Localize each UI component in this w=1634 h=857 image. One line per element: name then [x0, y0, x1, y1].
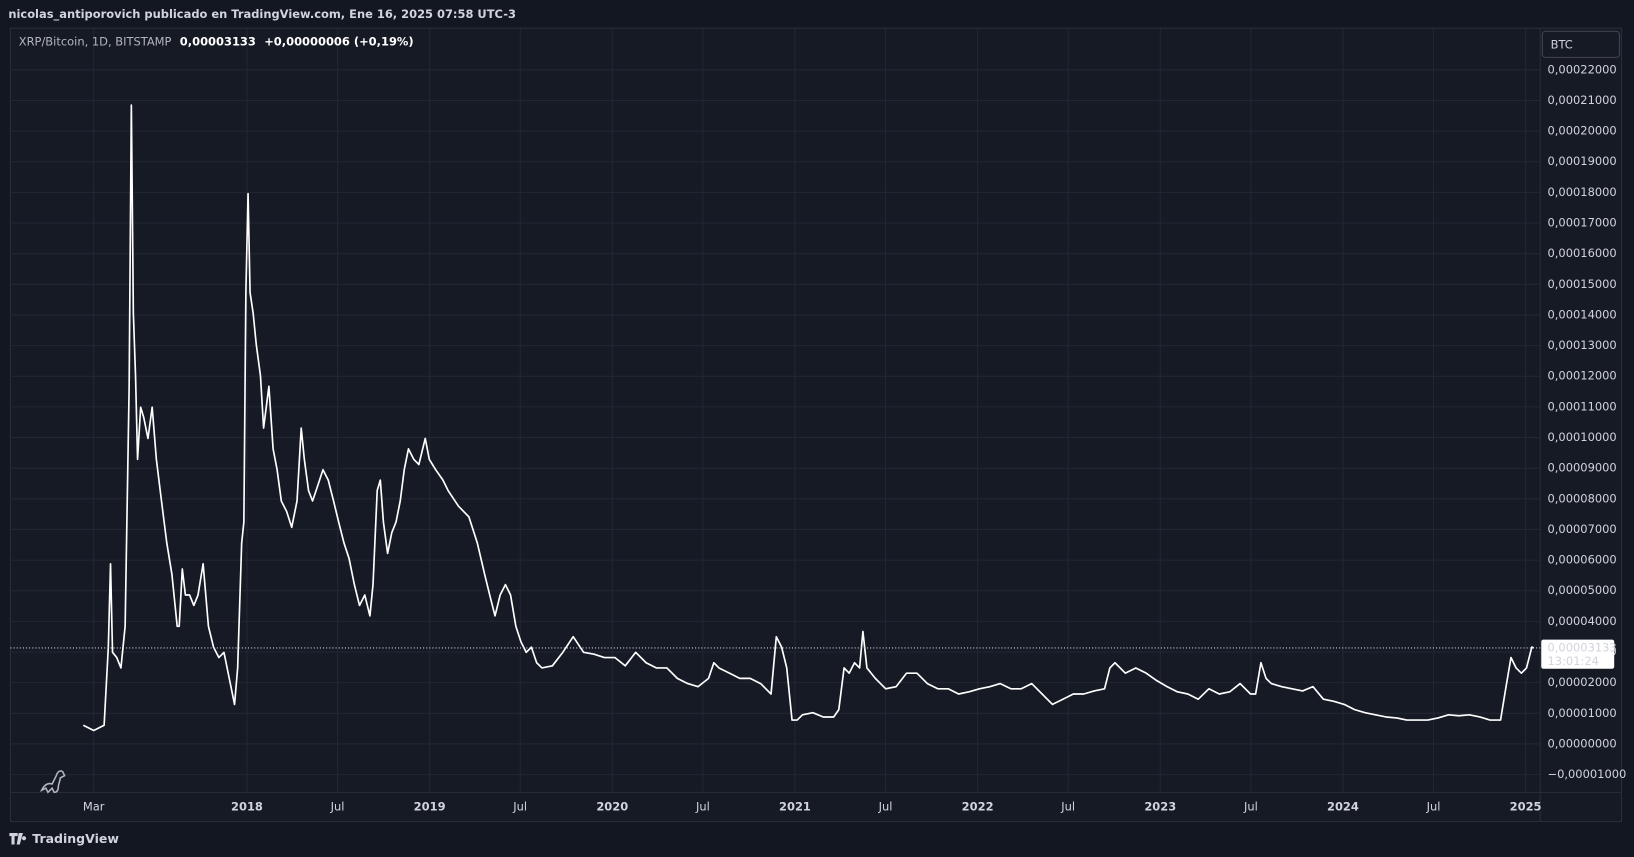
y-tick-label: 0,00016000	[1548, 246, 1617, 260]
y-tick-label: 0,00002000	[1548, 675, 1617, 689]
y-tick-label: 0,00022000	[1548, 62, 1617, 76]
y-tick-label: 0,00012000	[1548, 369, 1617, 383]
x-tick-label: 2024	[1327, 799, 1359, 813]
x-tick-label: Jul	[512, 799, 527, 813]
currency-button[interactable]	[1541, 30, 1620, 58]
y-tick-label: 0,00013000	[1548, 338, 1617, 352]
y-tick-label: 0,00009000	[1548, 461, 1617, 475]
y-tick-label: 0,00014000	[1548, 307, 1617, 321]
x-tick-label: Jul	[695, 799, 710, 813]
x-tick-label: 2020	[596, 799, 628, 813]
y-tick-label: 0,00001000	[1548, 706, 1617, 720]
x-tick-label: Jul	[1426, 799, 1441, 813]
brand-logo	[9, 833, 27, 845]
legend: XRP/Bitcoin, 1D, BITSTAMP 0,00003133 +0,00…	[19, 34, 414, 48]
countdown-label: 13:01:24	[1548, 654, 1599, 668]
x-tick-label: Jul	[330, 799, 345, 813]
x-tick-label: 2022	[962, 799, 994, 813]
y-tick-label: 0,00018000	[1548, 185, 1617, 199]
x-tick-label: Mar	[83, 799, 105, 813]
x-tick-label: 2019	[414, 799, 446, 813]
chart-panel	[9, 27, 1623, 823]
y-tick-label: 0,00004000	[1548, 614, 1617, 628]
y-tick-label: 0,00011000	[1548, 399, 1617, 413]
dino-icon	[39, 770, 66, 794]
x-tick-label: 2023	[1144, 799, 1176, 813]
last-price-box	[1541, 639, 1615, 669]
y-tick-label: 0,00019000	[1548, 154, 1617, 168]
symbol-title: XRP/Bitcoin, 1D, BITSTAMP	[19, 34, 172, 48]
brand: TradingView	[9, 831, 119, 846]
y-tick-label: 0,00010000	[1548, 430, 1617, 444]
x-tick-label: 2021	[779, 799, 811, 813]
grid	[10, 28, 1541, 793]
last-price-label: 0,00003133	[1548, 640, 1617, 654]
y-tick-label: 0,00008000	[1548, 491, 1617, 505]
x-tick-label: Jul	[1243, 799, 1258, 813]
y-tick-label: 0,00007000	[1548, 522, 1617, 536]
x-tick-label: 2025	[1510, 799, 1542, 813]
y-tick-label: 0,00005000	[1548, 583, 1617, 597]
y-tick-label: 0,00015000	[1548, 277, 1617, 291]
y-tick-label: 0,00021000	[1548, 93, 1617, 107]
legend-price: 0,00003133	[180, 34, 256, 48]
y-tick-label: −0,00001000	[1548, 767, 1627, 781]
y-tick-label: 0,00020000	[1548, 124, 1617, 138]
x-tick-label: 2018	[231, 799, 263, 813]
price-line	[82, 104, 1535, 732]
legend-change: +0,00000006 (+0,19%)	[264, 34, 413, 48]
currency-label[interactable]: BTC	[1551, 37, 1573, 51]
attribution: nicolas_antiporovich publicado en Tradin…	[8, 7, 516, 22]
x-tick-label: Jul	[878, 799, 893, 813]
x-tick-label: Jul	[1060, 799, 1075, 813]
brand-name: TradingView	[32, 831, 119, 846]
dino-shape	[39, 770, 66, 794]
y-tick-label: 0,00006000	[1548, 553, 1617, 567]
y-tick-label: 0,00000000	[1548, 736, 1617, 750]
y-tick-label: 0,00017000	[1548, 216, 1617, 230]
